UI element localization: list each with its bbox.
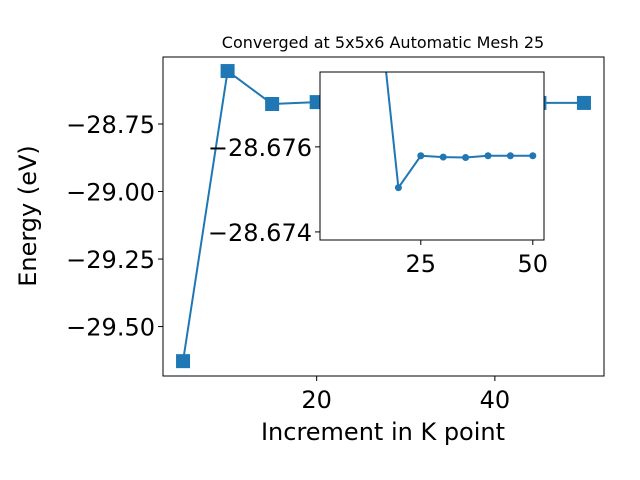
line: [385, 72, 533, 191]
axes-frame: [319, 71, 545, 241]
marker: [576, 95, 591, 110]
x-tick-label: 40: [480, 386, 511, 414]
chart-title: Converged at 5x5x6 Automatic Mesh 25: [222, 33, 544, 52]
y-tick-label: −28.676: [208, 134, 312, 162]
y-axis-label: Energy (eV): [14, 145, 42, 287]
marker: [462, 153, 470, 161]
x-tick-label: 20: [301, 386, 332, 414]
marker: [265, 96, 280, 111]
x-tick-label: 50: [518, 250, 549, 278]
marker: [220, 64, 235, 79]
marker: [176, 354, 191, 369]
y-tick-label: −29.00: [66, 179, 155, 207]
y-tick-label: −29.25: [66, 246, 155, 274]
marker: [394, 184, 402, 192]
marker: [506, 152, 514, 160]
y-tick-label: −28.674: [208, 219, 312, 247]
marker: [529, 152, 537, 160]
x-axis-label: Increment in K point: [261, 418, 505, 446]
marker: [484, 152, 492, 160]
y-tick-label: −28.75: [66, 111, 155, 139]
series-group: [385, 72, 537, 192]
marker: [439, 153, 447, 161]
x-tick-label: 25: [406, 250, 437, 278]
marker: [417, 152, 425, 160]
y-tick-label: −29.50: [66, 314, 155, 342]
axes-frame: [162, 56, 605, 377]
